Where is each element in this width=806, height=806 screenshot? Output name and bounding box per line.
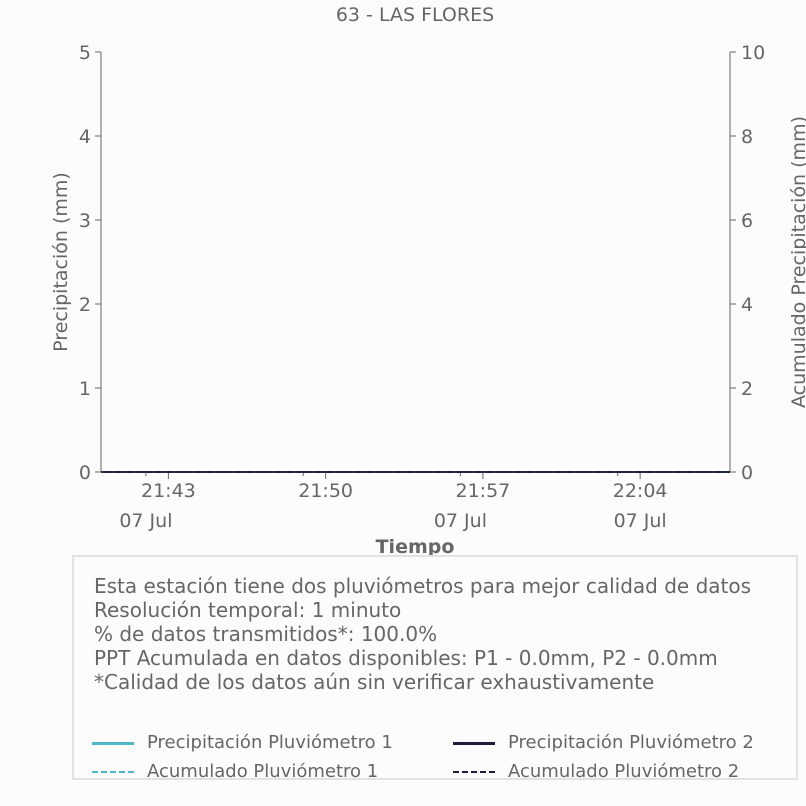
legend-swatch-accum-p2 xyxy=(453,771,495,773)
legend-label: Precipitación Pluviómetro 1 xyxy=(147,732,393,753)
legend-label: Precipitación Pluviómetro 2 xyxy=(508,732,754,753)
y2-tick-label: 8 xyxy=(741,126,753,148)
chart-legend: Precipitación Pluviómetro 1 Precipitació… xyxy=(74,557,796,782)
y2-tick-label: 6 xyxy=(741,210,753,232)
y-axis-label: Precipitación (mm) xyxy=(50,172,72,352)
y-tick-label: 1 xyxy=(79,378,91,400)
x-date-label: 07 Jul xyxy=(119,510,172,532)
station-info: Esta estación tiene dos pluviómetros par… xyxy=(94,574,751,694)
y-tick-label: 4 xyxy=(79,126,91,148)
y2-tick-label: 4 xyxy=(741,294,753,316)
legend-label: Acumulado Pluviómetro 1 xyxy=(147,761,379,782)
info-legend-box: Esta estación tiene dos pluviómetros par… xyxy=(72,555,798,782)
x-tick-label: 21:50 xyxy=(298,480,353,502)
info-line-stations: Esta estación tiene dos pluviómetros par… xyxy=(94,574,752,598)
info-line-resolution: Resolución temporal: 1 minuto xyxy=(94,598,402,622)
x-tick-label: 22:04 xyxy=(613,480,668,502)
legend-swatch-precip-p2 xyxy=(453,742,495,745)
info-line-accumulated: PPT Acumulada en datos disponibles: P1 -… xyxy=(94,646,718,670)
y2-tick-label: 2 xyxy=(741,378,753,400)
x-date-label: 07 Jul xyxy=(614,510,667,532)
y2-axis-label: Acumulado Precipitación (mm) xyxy=(788,116,806,408)
info-line-quality: *Calidad de los datos aún sin verificar … xyxy=(94,670,655,694)
chart-title: 63 - LAS FLORES xyxy=(336,4,494,26)
info-line-transmitted: % de datos transmitidos*: 100.0% xyxy=(94,622,438,646)
legend-swatch-precip-p1 xyxy=(92,742,134,745)
x-tick-label: 21:57 xyxy=(456,480,511,502)
chart-axes: 0 1 2 3 4 5 0 2 4 6 8 10 21:43 21:50 21:57 22:04 07 Jul 0… xyxy=(79,42,765,532)
x-axis-label: Tiempo xyxy=(376,536,455,558)
legend-label: Acumulado Pluviómetro 2 xyxy=(508,761,740,782)
y2-tick-label: 10 xyxy=(741,42,765,64)
chart-canvas: 63 - LAS FLORES 0 1 2 3 4 5 0 2 4 6 8 10 21:43 21:50 2… xyxy=(50,4,806,558)
y-tick-label: 0 xyxy=(79,462,91,484)
y2-tick-label: 0 xyxy=(741,462,753,484)
y-tick-label: 3 xyxy=(79,210,91,232)
x-tick-label: 21:43 xyxy=(141,480,196,502)
y-tick-label: 2 xyxy=(79,294,91,316)
x-date-label: 07 Jul xyxy=(434,510,487,532)
y-tick-label: 5 xyxy=(79,42,91,64)
legend-swatch-accum-p1 xyxy=(92,771,134,773)
